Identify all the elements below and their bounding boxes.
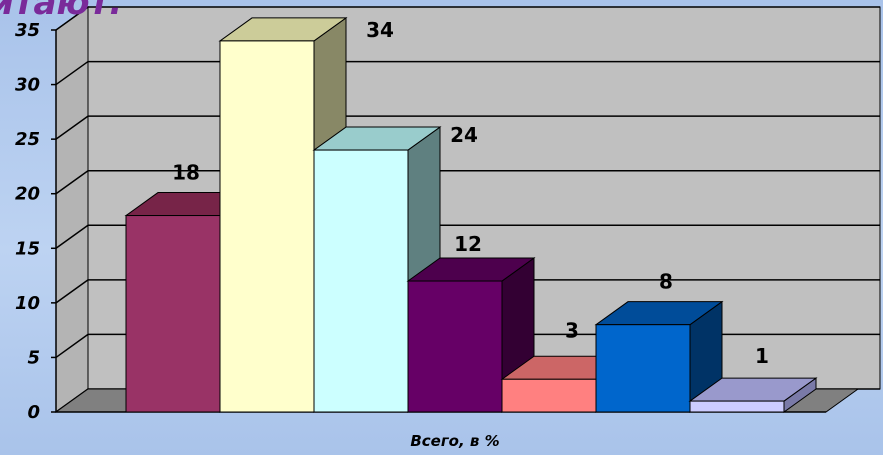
gridline: [55, 60, 880, 86]
bar-front-face: [501, 378, 597, 413]
bars-group: [124, 16, 818, 413]
y-tick-label: 5: [27, 347, 40, 368]
bar-front-face: [219, 40, 315, 413]
gridline: [55, 6, 880, 31]
y-tick-label: 35: [15, 20, 40, 41]
y-tick-label: 15: [15, 238, 40, 259]
data-label: 12: [454, 232, 482, 256]
y-tick-label: 20: [15, 184, 40, 205]
gridline: [55, 115, 880, 140]
bar-front-face: [407, 280, 503, 413]
data-label: 34: [366, 18, 394, 42]
bar-front-face: [595, 324, 691, 413]
y-tick-label: 25: [15, 129, 40, 150]
side-wall-panel: [55, 6, 89, 413]
bar-front-face: [125, 215, 221, 413]
y-tick-label: 0: [27, 402, 40, 423]
y-tick-label: 10: [15, 293, 40, 314]
x-axis-title: Всего, в %: [410, 432, 499, 450]
data-label: 18: [172, 161, 200, 185]
y-axis-ticks: 0 5 10 15 20 25 30 35: [15, 20, 56, 423]
bar-front-face: [313, 149, 409, 413]
data-label: 24: [450, 123, 478, 147]
data-label: 3: [565, 318, 579, 342]
data-label: 8: [659, 270, 673, 294]
y-tick-label: 30: [15, 75, 40, 96]
bar-front-face: [689, 400, 785, 413]
data-labels: 18 34 24 12 3 8 1: [172, 18, 769, 368]
gridline: [55, 279, 880, 304]
gridline: [55, 224, 880, 249]
page-title-fragment: итают.: [0, 0, 122, 23]
bar: [594, 300, 724, 413]
gridline: [55, 169, 880, 195]
data-label: 1: [755, 344, 769, 368]
bar: [688, 377, 818, 413]
